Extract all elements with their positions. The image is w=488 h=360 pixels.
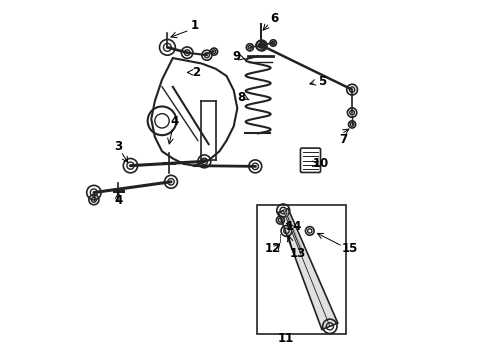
Text: 15: 15 <box>341 242 357 255</box>
Text: 8: 8 <box>236 91 244 104</box>
Text: 9: 9 <box>232 50 240 63</box>
Text: 4: 4 <box>170 115 178 128</box>
Text: 6: 6 <box>269 12 278 25</box>
Polygon shape <box>278 208 337 329</box>
Text: 5: 5 <box>318 75 326 88</box>
Text: 7: 7 <box>338 133 346 146</box>
Text: 14: 14 <box>285 220 302 233</box>
Text: |: | <box>278 234 281 243</box>
Text: 2: 2 <box>192 66 200 79</box>
Text: 10: 10 <box>312 157 328 170</box>
Text: 12: 12 <box>264 242 280 255</box>
Text: 3: 3 <box>114 140 122 153</box>
Text: 1: 1 <box>190 19 198 32</box>
Text: 11: 11 <box>277 332 293 345</box>
Text: 13: 13 <box>289 247 305 260</box>
Bar <box>257 205 346 334</box>
Text: 4: 4 <box>114 194 122 207</box>
